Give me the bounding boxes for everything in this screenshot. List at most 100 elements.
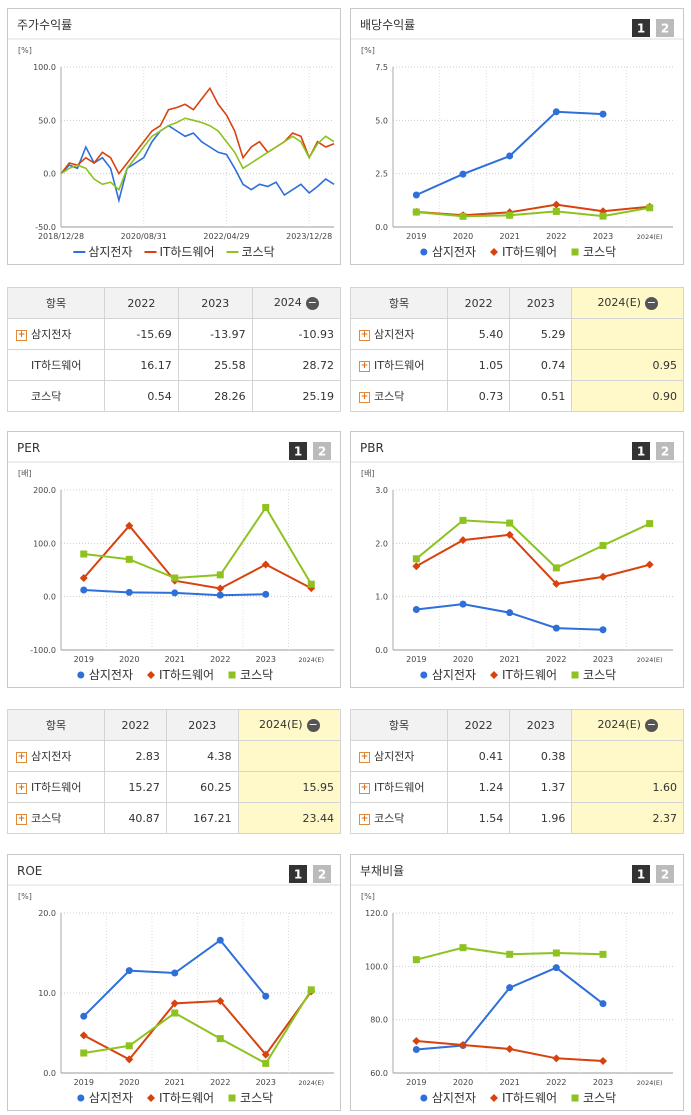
table-row: + 삼지전자 2.83 4.38 [7,740,342,772]
value-cell: 167.21 [165,802,239,834]
pager-button[interactable] [656,442,674,460]
point [420,1094,428,1102]
value-cell: 15.27 [104,771,167,803]
row-name-text: 삼지전자 [31,750,72,763]
expand-button[interactable]: + [16,329,27,341]
pager-button[interactable] [656,865,674,883]
collapse-button[interactable]: − [306,717,320,732]
header-cell: 2024(E) − [237,709,342,741]
expand-button[interactable]: + [359,391,370,403]
header-cell: 항목 [350,287,448,319]
expand-button[interactable]: + [359,360,370,372]
chart: 부채비율 1 2 [%] 60.0 80.0 100.0 120.0 2019 2020 2021 2… [351,864,683,1105]
y-tick-label: 0.0 [375,223,388,232]
point [412,1037,421,1045]
x-tick-label: 2023 [593,1078,613,1087]
y-tick-label: 2.5 [375,170,388,179]
series-line [83,524,312,590]
chart: 배당수익률 1 2 [%] 0.0 2.5 5.0 7.5 2019 2020 2021 2022 20… [351,18,683,259]
expand-button[interactable]: + [16,751,27,763]
point [77,1094,85,1102]
header-text: 2024(E) [597,718,641,732]
row-name: + 삼지전자 [350,318,448,350]
chart-title: 부채비율 [360,864,404,878]
chart-title: 주가수익률 [17,18,72,32]
y-tick-label: 50.0 [38,116,56,125]
header-text: 2023 [526,296,555,310]
chart-title: PBR [360,441,384,455]
data-table: 항목 2022 2023 2024(E) − + 삼지전자 5.40 5.29 + IT하드웨어 1.… [350,287,684,412]
x-tick-label: 2019 [74,655,94,664]
value-cell: 5.40 [446,318,511,350]
point [459,170,467,178]
chart: ROE 1 2 [%] 0.0 10.0 20.0 2019 2020 2021 2022 2023 2… [8,864,340,1105]
collapse-button[interactable]: − [305,295,319,310]
point [599,950,607,958]
expand-button[interactable]: + [359,751,370,763]
point [552,108,560,116]
collapse-button[interactable]: − [644,295,658,310]
point [170,999,179,1008]
collapse-button[interactable]: − [644,717,658,732]
expand-button[interactable]: + [359,329,370,341]
x-tick-label: 2024(E) [637,1079,663,1087]
pager-label: 2 [318,868,326,882]
point [80,1012,88,1020]
pager-button[interactable] [632,19,650,37]
x-tick-label: 2019 [406,1078,426,1087]
series-line [416,206,650,218]
point [599,212,607,220]
pager-button[interactable] [632,865,650,883]
pager-label: 1 [294,868,302,882]
expand-button[interactable]: + [16,813,27,825]
pager-button[interactable] [313,865,331,883]
header-text: 항목 [388,719,410,732]
pager-button[interactable] [632,442,650,460]
x-tick-label: 2018/12/28 [38,232,84,241]
row-name: + 삼지전자 [7,740,105,772]
pager-button[interactable] [656,19,674,37]
y-tick-label: 1.0 [375,593,388,602]
point [262,503,270,511]
x-tick-label: 2024(E) [298,1079,324,1087]
unit-label: [%] [18,892,32,901]
point [599,626,607,634]
pager-button[interactable] [289,865,307,883]
pager-label: 1 [294,445,302,459]
expand-button[interactable]: + [359,782,370,794]
row-name: + 코스닥 [7,802,105,834]
header-cell: 2022 [446,709,511,741]
x-tick-label: 2021 [165,1078,185,1087]
expand-button[interactable]: + [359,813,370,825]
point [412,208,420,216]
table-panel: 항목 2022 2023 2024(E) − + 삼지전자 0.41 0.38 + IT하드웨어 1.… [350,709,684,834]
value-cell: -15.69 [104,318,179,350]
value-cell: 60.25 [165,771,239,803]
value-cell: 4.38 [165,740,239,772]
point [506,519,514,527]
header-text: 2022 [464,296,493,310]
point [571,1094,579,1102]
value-cell: 0.51 [509,380,573,412]
expand-button[interactable]: + [16,782,27,794]
value-cell: 2.83 [104,740,167,772]
point [646,204,654,212]
header-cell: 2022 [104,709,167,741]
value-cell: -13.97 [177,318,253,350]
legend-label: IT하드웨어 [502,668,557,682]
series-line [416,603,604,631]
point [599,1000,607,1008]
series-line [83,505,313,585]
point [552,207,560,215]
row-name: + 코스닥 [350,380,448,412]
value-cell: -10.93 [251,318,342,350]
value-cell: 0.38 [509,740,573,772]
point [147,671,156,679]
header-cell: 항목 [350,709,448,741]
pager-button[interactable] [313,442,331,460]
pager-button[interactable] [289,442,307,460]
point [506,950,514,958]
unit-label: [배] [18,469,32,478]
point [506,609,514,617]
x-tick-label: 2024(E) [637,656,663,664]
